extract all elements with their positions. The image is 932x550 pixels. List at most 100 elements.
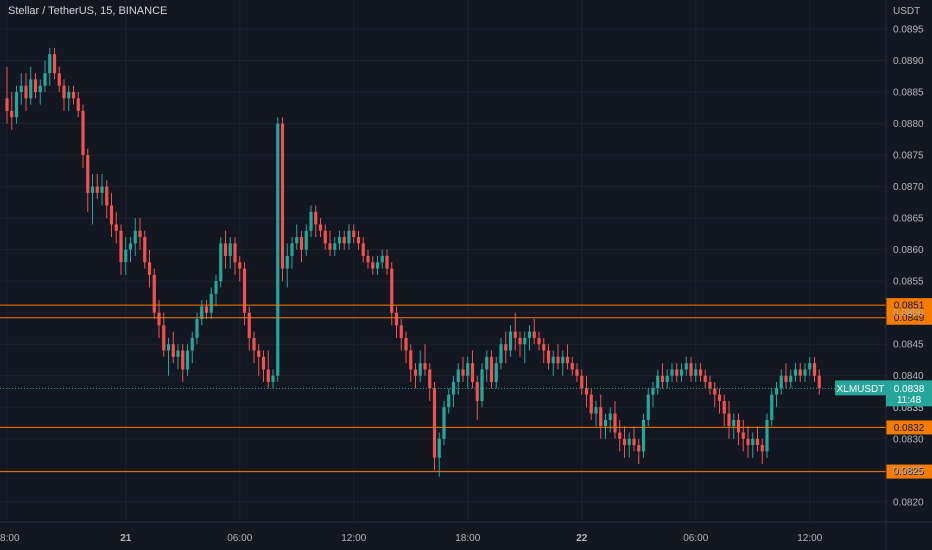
candle (774, 382, 779, 408)
candle-body (352, 230, 356, 238)
candle-body (665, 375, 669, 383)
x-tick-label: 21 (120, 533, 132, 544)
candle-body (143, 237, 147, 263)
candle-body (646, 394, 650, 420)
candle (499, 337, 503, 370)
candle-body (447, 394, 451, 408)
y-tick-label: 0.0840 (893, 371, 924, 382)
candle-body (627, 438, 631, 446)
candle (5, 66, 9, 124)
candle (385, 249, 389, 275)
y-tick-label: 0.0825 (893, 466, 924, 477)
candle (209, 287, 213, 319)
candle-body (418, 363, 422, 376)
candle-body (784, 375, 788, 383)
candle (86, 148, 90, 212)
candle-body (717, 394, 722, 401)
candle (556, 344, 560, 370)
candle-body (751, 438, 755, 446)
candle-body (504, 344, 508, 351)
candle (204, 300, 209, 319)
candle (24, 73, 28, 111)
y-tick-label: 0.0865 (893, 214, 924, 225)
candle (404, 331, 408, 364)
price-axis[interactable]: USDT 0.0820 0.0825 0.0830 0.0835 0.0840 0.084… (885, 0, 924, 550)
candle-body (86, 155, 90, 193)
candle-body (798, 369, 802, 376)
candle-body (713, 388, 717, 395)
candle (166, 337, 171, 376)
candle-body (371, 262, 375, 269)
candle-body (746, 438, 750, 446)
candle-body (257, 350, 261, 357)
candle (722, 394, 726, 427)
candle-body (128, 243, 133, 250)
candle-body (689, 363, 693, 376)
candle (784, 363, 788, 389)
candle-body (770, 394, 774, 420)
candle-body (48, 54, 52, 74)
y-tick-label: 0.0830 (893, 434, 924, 445)
candle-body (114, 224, 118, 231)
candle (304, 224, 308, 256)
candle-body (29, 79, 33, 99)
candle-body (14, 92, 19, 118)
candle (62, 79, 66, 111)
candle-body (580, 375, 584, 389)
candle-body (518, 337, 522, 345)
candle-body (200, 306, 204, 319)
candle-body (209, 293, 213, 313)
candle-body (157, 312, 161, 326)
candle (765, 413, 769, 458)
candle (608, 407, 612, 433)
candle-body (675, 369, 679, 376)
level-price-tag (886, 310, 932, 325)
candle-body (513, 331, 517, 338)
candle (451, 375, 456, 408)
candle (233, 237, 237, 275)
candle (447, 388, 451, 414)
level-price-tag (886, 420, 932, 435)
candle (342, 230, 346, 250)
candle (10, 92, 14, 130)
candle-body (38, 85, 42, 93)
candle-body (608, 413, 612, 420)
candle-body (375, 262, 380, 269)
candle-body (722, 400, 726, 414)
candle-body (470, 363, 475, 383)
x-tick-label: 12:00 (341, 533, 366, 544)
candle (432, 382, 437, 471)
symbol-label: XLMUSDT (837, 384, 885, 395)
candle-body (62, 85, 66, 99)
candle (527, 325, 532, 351)
candle (423, 344, 427, 376)
candle-body (803, 369, 807, 376)
candle-body (337, 237, 342, 244)
candle-body (390, 268, 394, 313)
candle-body (57, 73, 61, 86)
candle-body (181, 350, 185, 370)
candle (242, 262, 247, 326)
candle (789, 369, 793, 389)
candle (119, 224, 123, 275)
candle-body (176, 350, 180, 357)
candle (561, 350, 565, 376)
candle (703, 369, 707, 389)
candle-body (404, 337, 408, 351)
time-axis[interactable]: 18:00 21 06:00 12:00 18:00 22 06:00 12:00 (0, 521, 932, 544)
candle-body (489, 356, 494, 383)
candle (71, 85, 76, 105)
candle (523, 331, 527, 364)
y-tick-label: 0.0845 (893, 340, 924, 351)
candle (413, 363, 418, 389)
candle (261, 350, 266, 383)
level-price-label: 0.0825 (894, 467, 925, 478)
candle (437, 432, 441, 477)
candle-body (613, 413, 617, 433)
candle-body (532, 331, 536, 338)
symbol-tag (835, 380, 886, 396)
y-tick-label: 0.0820 (893, 497, 924, 508)
candle-body (5, 98, 9, 111)
candle (380, 249, 384, 269)
